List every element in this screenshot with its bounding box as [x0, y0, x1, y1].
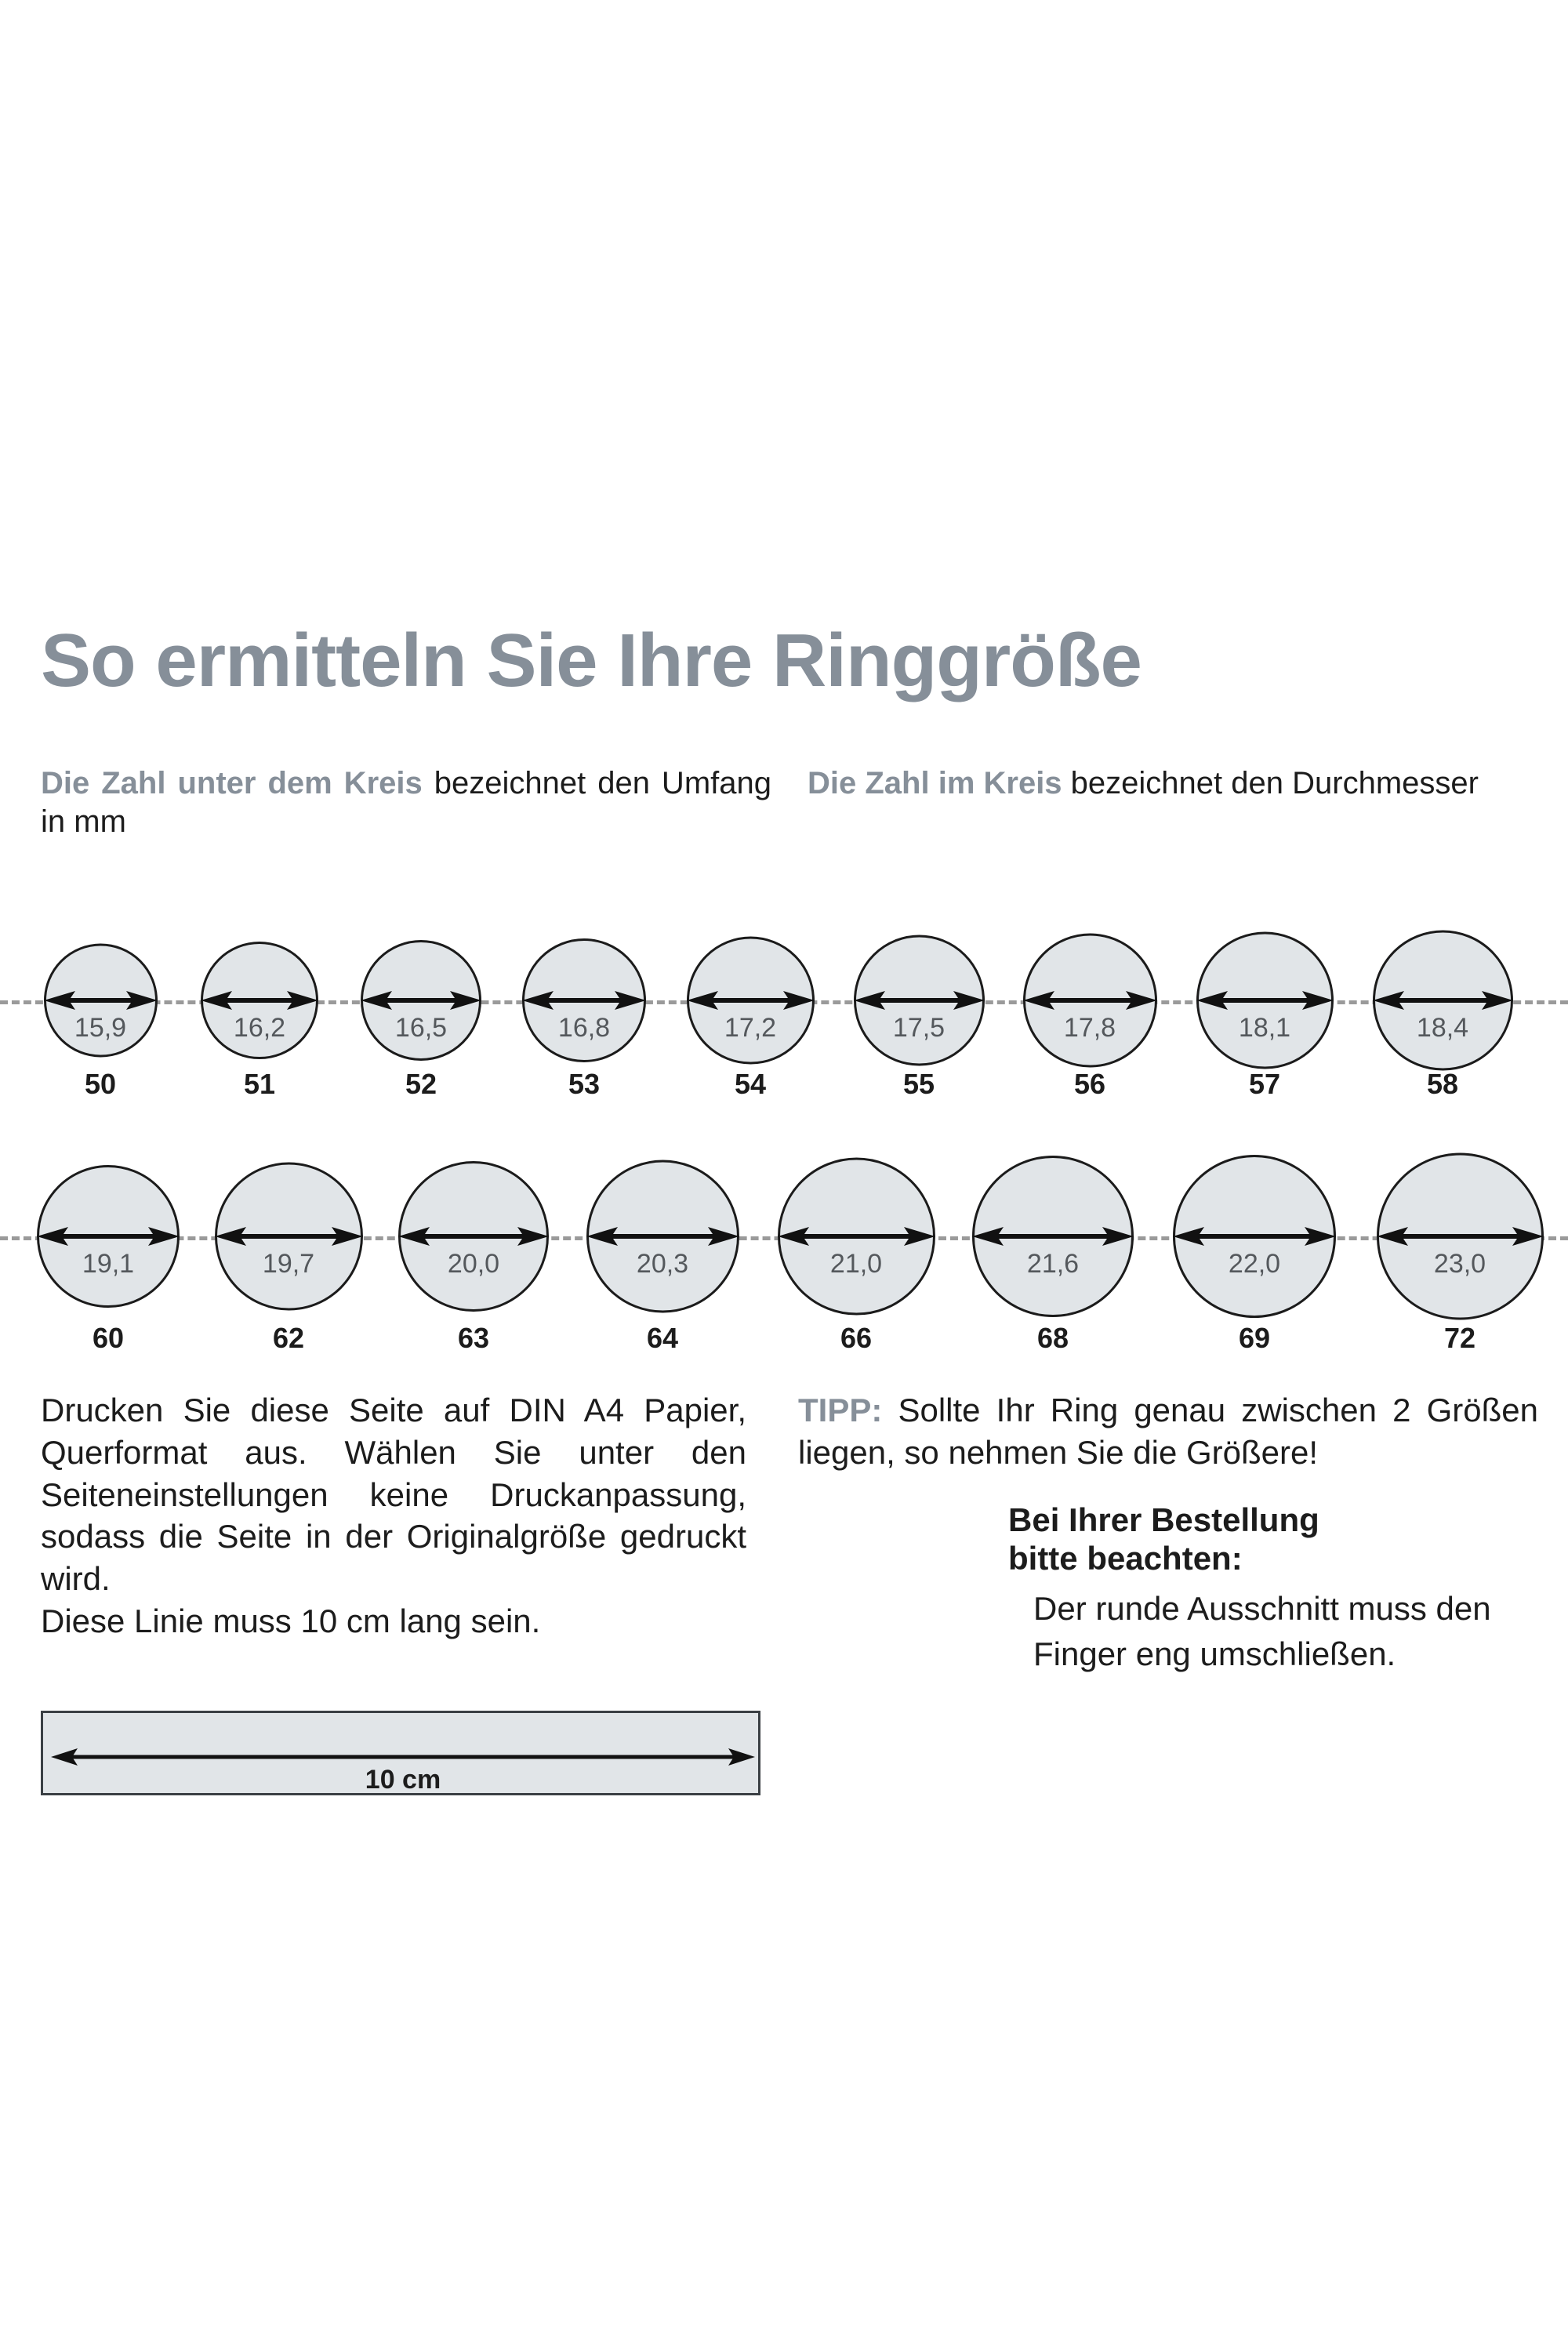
- intro-rest-circumference: bezeichnet den Umfang in mm: [41, 766, 771, 839]
- ring-size-label: 60: [92, 1322, 125, 1354]
- ring-row-1: 15,9 50 16,2 51 16,5 52 16,8 53 17,2 54 17,5 55 17,8…: [0, 914, 1568, 1118]
- ring-size-label: 52: [405, 1068, 437, 1100]
- intro-lead-diameter: Die Zahl im Kreis: [808, 766, 1062, 800]
- intro-column-diameter: Die Zahl im Kreis bezeichnet den Durchme…: [808, 764, 1538, 841]
- diameter-double-arrow-icon: [37, 1227, 180, 1246]
- ring-diameter-label: 17,5: [892, 1013, 946, 1043]
- ring-diameter-label: 16,5: [394, 1013, 448, 1043]
- ring-size-label: 69: [1238, 1322, 1271, 1354]
- diameter-double-arrow-icon: [522, 991, 646, 1010]
- diameter-double-arrow-icon: [1196, 991, 1334, 1010]
- ring-diameter-label: 16,2: [233, 1013, 286, 1043]
- ring-size-label: 56: [1073, 1068, 1106, 1100]
- order-note-heading-line1: Bei Ihrer Bestellung: [1008, 1501, 1319, 1538]
- tip-paragraph: TIPP: Sollte Ihr Ring genau zwischen 2 G…: [798, 1389, 1538, 1474]
- ring-row-2: 19,1 60 19,7 62 20,0 63 20,3 64 21,0 66 21,6 68 22,0…: [0, 1131, 1568, 1358]
- diameter-double-arrow-icon: [686, 991, 815, 1010]
- tip-lead: TIPP:: [798, 1392, 883, 1428]
- ring-diameter-label: 17,8: [1063, 1013, 1116, 1043]
- ring-size-label: 72: [1443, 1322, 1476, 1354]
- diameter-double-arrow-icon: [43, 991, 158, 1010]
- ring-circles-row2: 19,1 60 19,7 62 20,0 63 20,3 64 21,0 66 21,6 68 22,0…: [0, 1131, 1568, 1358]
- intro-column-circumference: Die Zahl unter dem Kreis bezeichnet den …: [41, 764, 771, 841]
- ruler-label: 10 cm: [365, 1765, 441, 1795]
- order-note-body: Der runde Ausschnitt muss den Finger eng…: [1033, 1589, 1491, 1672]
- ring-size-label: 64: [646, 1322, 679, 1354]
- intro-section: Die Zahl unter dem Kreis bezeichnet den …: [41, 764, 1538, 841]
- ring-diameter-label: 20,0: [447, 1249, 500, 1279]
- ring-diameter-label: 21,6: [1026, 1249, 1080, 1279]
- tip-rest: Sollte Ihr Ring genau zwischen 2 Größen …: [798, 1392, 1538, 1471]
- ring-diameter-label: 18,1: [1238, 1013, 1291, 1043]
- ruler-double-arrow-icon: [51, 1748, 755, 1766]
- ruler-10cm: 10 cm: [41, 1711, 760, 1795]
- ring-diameter-label: 20,3: [636, 1249, 689, 1279]
- ring-diameter-label: 23,0: [1433, 1249, 1486, 1279]
- ring-diameter-label: 17,2: [724, 1013, 777, 1043]
- tip-and-order-note: TIPP: Sollte Ihr Ring genau zwischen 2 G…: [798, 1389, 1538, 1677]
- page-title: So ermitteln Sie Ihre Ringgröße: [41, 619, 1142, 702]
- diameter-double-arrow-icon: [1022, 991, 1157, 1010]
- diameter-double-arrow-icon: [1173, 1227, 1336, 1246]
- ring-circles-row1: 15,9 50 16,2 51 16,5 52 16,8 53 17,2 54 17,5 55 17,8…: [0, 914, 1568, 1118]
- ring-size-label: 57: [1248, 1068, 1281, 1100]
- ring-diameter-label: 19,7: [262, 1249, 315, 1279]
- print-instructions-paragraph: Drucken Sie diese Seite auf DIN A4 Papie…: [41, 1392, 746, 1597]
- order-note-heading: Bei Ihrer Bestellung bitte beachten:: [1008, 1501, 1538, 1578]
- diameter-double-arrow-icon: [361, 991, 481, 1010]
- ring-size-label: 50: [84, 1068, 117, 1100]
- ring-size-label: 53: [568, 1068, 601, 1100]
- ring-diameter-label: 21,0: [829, 1249, 883, 1279]
- ring-size-label: 58: [1426, 1068, 1459, 1100]
- print-instructions: Drucken Sie diese Seite auf DIN A4 Papie…: [41, 1389, 746, 1642]
- ring-diameter-label: 16,8: [557, 1013, 611, 1043]
- diameter-double-arrow-icon: [586, 1227, 739, 1246]
- diameter-double-arrow-icon: [398, 1227, 549, 1246]
- diameter-double-arrow-icon: [853, 991, 985, 1010]
- ring-size-label: 62: [272, 1322, 305, 1354]
- diameter-double-arrow-icon: [777, 1227, 935, 1246]
- diameter-double-arrow-icon: [972, 1227, 1134, 1246]
- ring-diameter-label: 18,4: [1416, 1013, 1469, 1043]
- ring-size-label: 68: [1036, 1322, 1069, 1354]
- print-line-note: Diese Linie muss 10 cm lang sein.: [41, 1602, 541, 1639]
- diameter-double-arrow-icon: [1376, 1227, 1544, 1246]
- intro-rest-diameter: bezeichnet den Durchmesser: [1062, 766, 1479, 800]
- ring-size-label: 63: [457, 1322, 490, 1354]
- diameter-double-arrow-icon: [214, 1227, 363, 1246]
- ring-size-label: 66: [840, 1322, 873, 1354]
- ring-diameter-label: 15,9: [74, 1013, 127, 1043]
- diameter-double-arrow-icon: [201, 991, 318, 1010]
- ring-diameter-label: 19,1: [82, 1249, 135, 1279]
- diameter-double-arrow-icon: [1372, 991, 1513, 1010]
- order-note-heading-line2: bitte beachten:: [1008, 1540, 1243, 1577]
- intro-lead-circumference: Die Zahl unter dem Kreis: [41, 766, 423, 800]
- ring-size-label: 54: [734, 1068, 767, 1100]
- ring-size-label: 51: [243, 1068, 276, 1100]
- ring-size-label: 55: [902, 1068, 935, 1100]
- ring-diameter-label: 22,0: [1228, 1249, 1281, 1279]
